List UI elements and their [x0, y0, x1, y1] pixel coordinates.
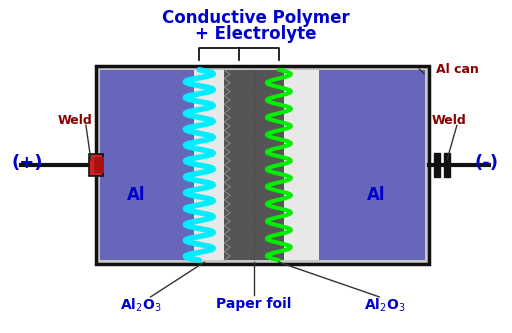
Bar — [100, 70, 425, 260]
Bar — [318, 70, 425, 260]
Text: Weld: Weld — [58, 114, 93, 127]
Text: (+): (+) — [11, 154, 43, 172]
Text: Al$_2$O$_3$: Al$_2$O$_3$ — [364, 297, 405, 314]
Text: Al: Al — [367, 186, 386, 204]
Bar — [284, 70, 318, 260]
Text: Weld: Weld — [432, 114, 467, 127]
Text: + Electrolyte: + Electrolyte — [195, 25, 317, 43]
Text: Al can: Al can — [436, 63, 479, 76]
Bar — [94, 157, 104, 173]
Bar — [224, 70, 284, 260]
Text: (-): (-) — [475, 154, 499, 172]
Bar — [195, 70, 224, 260]
Text: Al$_2$O$_3$: Al$_2$O$_3$ — [120, 297, 161, 314]
Text: Al: Al — [127, 186, 146, 204]
Text: Conductive Polymer: Conductive Polymer — [162, 9, 350, 27]
Bar — [96, 66, 429, 264]
Bar — [434, 153, 440, 177]
Bar — [444, 153, 450, 177]
Bar — [89, 154, 103, 176]
Text: Paper foil: Paper foil — [217, 297, 292, 311]
Bar — [100, 70, 195, 260]
